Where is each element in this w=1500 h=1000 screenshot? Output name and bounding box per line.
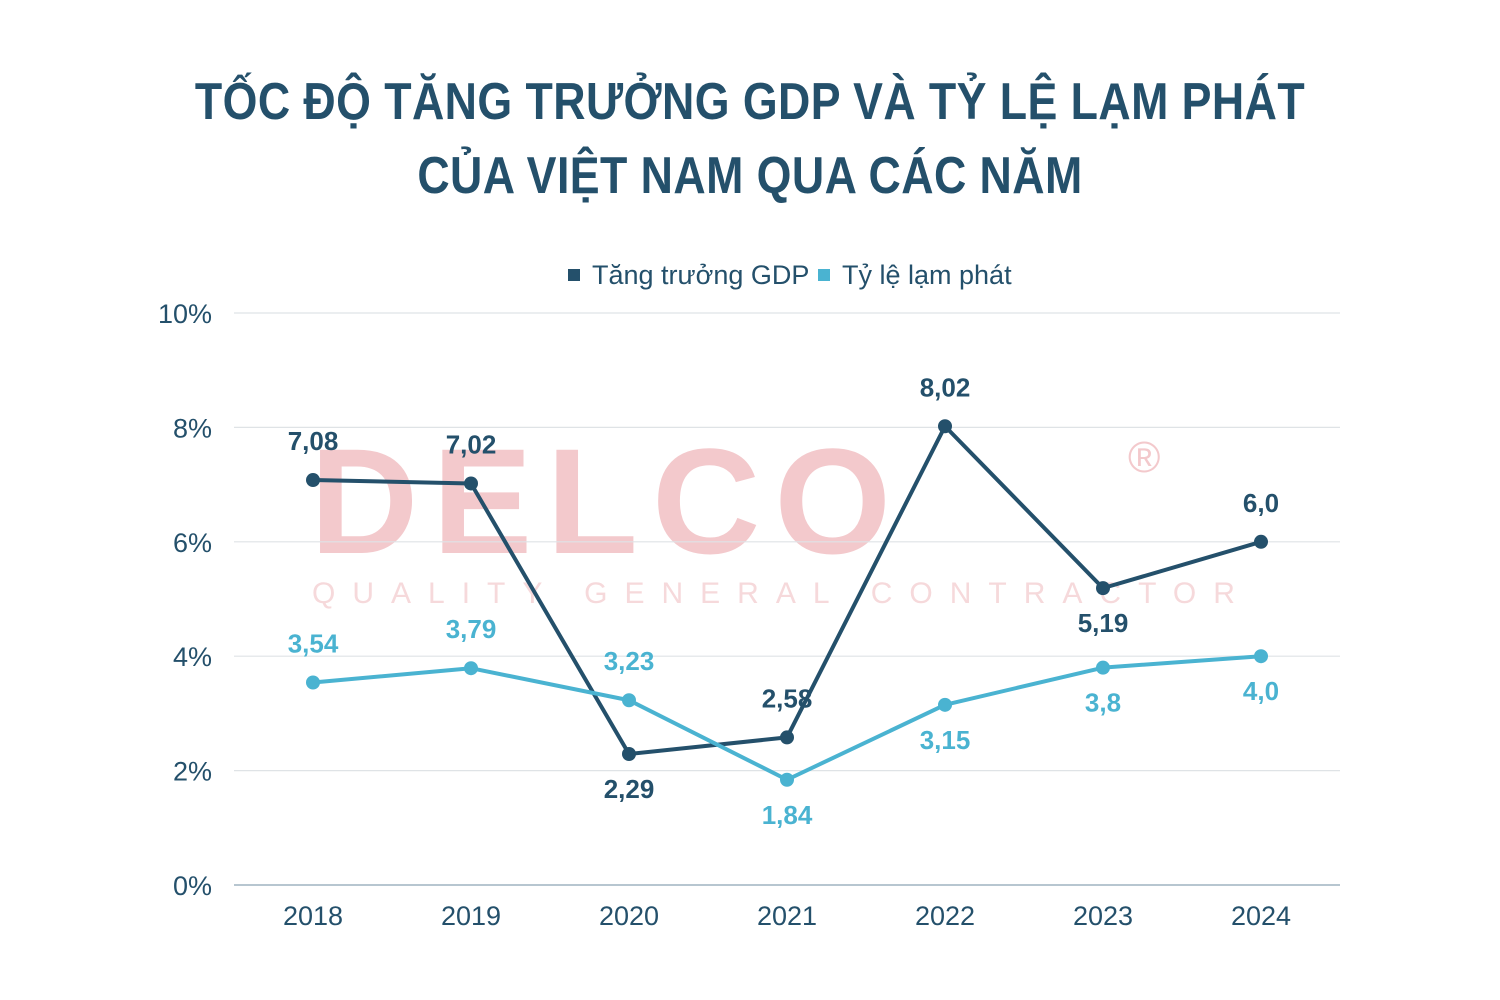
x-tick-label: 2019 xyxy=(441,901,501,931)
data-label-inflation: 1,84 xyxy=(762,800,813,830)
data-label-gdp: 2,29 xyxy=(604,774,655,804)
x-tick-label: 2018 xyxy=(283,901,343,931)
data-label-inflation: 3,23 xyxy=(604,646,655,676)
data-label-gdp: 6,0 xyxy=(1243,488,1279,518)
data-point-gdp xyxy=(780,730,794,745)
data-label-gdp: 7,02 xyxy=(446,429,497,459)
data-label-inflation: 3,79 xyxy=(446,614,497,644)
x-axis: 2018 2019 2020 2021 2022 2023 2024 xyxy=(283,901,1291,931)
legend-item-gdp: Tăng trưởng GDP xyxy=(568,255,809,295)
data-point-inflation xyxy=(622,693,636,708)
data-point-inflation xyxy=(938,697,952,712)
x-tick-label: 2022 xyxy=(915,901,975,931)
legend-label-inflation: Tỷ lệ lạm phát xyxy=(842,259,1012,290)
data-point-gdp xyxy=(938,419,952,434)
series xyxy=(306,419,1268,787)
data-label-gdp: 2,58 xyxy=(762,683,813,713)
watermark-registered-mark: ® xyxy=(1128,433,1160,482)
data-label-inflation: 3,15 xyxy=(920,725,971,755)
data-label-gdp: 8,02 xyxy=(920,372,971,402)
watermark-brand: DELCO xyxy=(310,417,905,585)
y-tick-label: 2% xyxy=(173,757,212,787)
y-tick-label: 10% xyxy=(158,299,212,329)
data-label-inflation: 3,54 xyxy=(288,629,339,659)
x-tick-label: 2020 xyxy=(599,901,659,931)
data-point-inflation xyxy=(1254,649,1268,664)
y-tick-label: 0% xyxy=(173,871,212,901)
legend-swatch-inflation xyxy=(818,269,830,281)
x-tick-label: 2023 xyxy=(1073,901,1133,931)
x-tick-label: 2024 xyxy=(1231,901,1291,931)
legend-label-gdp: Tăng trưởng GDP xyxy=(592,259,810,290)
watermark-tagline: QUALITY GENERAL CONTRACTOR xyxy=(312,577,1252,610)
data-label-inflation: 4,0 xyxy=(1243,676,1279,706)
data-label-gdp: 7,08 xyxy=(288,426,339,456)
watermark: DELCO ® QUALITY GENERAL CONTRACTOR xyxy=(310,417,1252,610)
legend-item-inflation: Tỷ lệ lạm phát xyxy=(818,255,1012,295)
data-point-gdp xyxy=(622,747,636,762)
data-point-inflation xyxy=(464,661,478,676)
grid xyxy=(234,312,1340,886)
data-point-gdp xyxy=(306,473,320,488)
legend-swatch-gdp xyxy=(568,269,580,281)
series-line-inflation xyxy=(311,654,1263,782)
chart-title-line-2: CỦA VIỆT NAM QUA CÁC NĂM xyxy=(417,147,1083,205)
data-point-inflation xyxy=(780,772,794,787)
data-point-gdp xyxy=(1096,581,1110,596)
data-point-inflation xyxy=(1096,660,1110,675)
y-axis: 0% 2% 4% 6% 8% 10% xyxy=(158,299,212,901)
data-point-gdp xyxy=(464,476,478,491)
data-point-inflation xyxy=(306,675,320,690)
y-tick-label: 8% xyxy=(173,413,212,443)
y-tick-label: 4% xyxy=(173,642,212,672)
chart-title-line-1: TỐC ĐỘ TĂNG TRƯỞNG GDP VÀ TỶ LỆ LẠM PHÁT xyxy=(194,73,1306,131)
data-label-inflation: 3,8 xyxy=(1085,688,1121,718)
data-point-gdp xyxy=(1254,534,1268,549)
data-labels: 7,08 7,02 2,29 2,58 8,02 5,19 6,0 3,54 3,79 3,23 1… xyxy=(288,372,1279,829)
x-tick-label: 2021 xyxy=(757,901,817,931)
data-label-gdp: 5,19 xyxy=(1078,608,1129,638)
y-tick-label: 6% xyxy=(173,528,212,558)
